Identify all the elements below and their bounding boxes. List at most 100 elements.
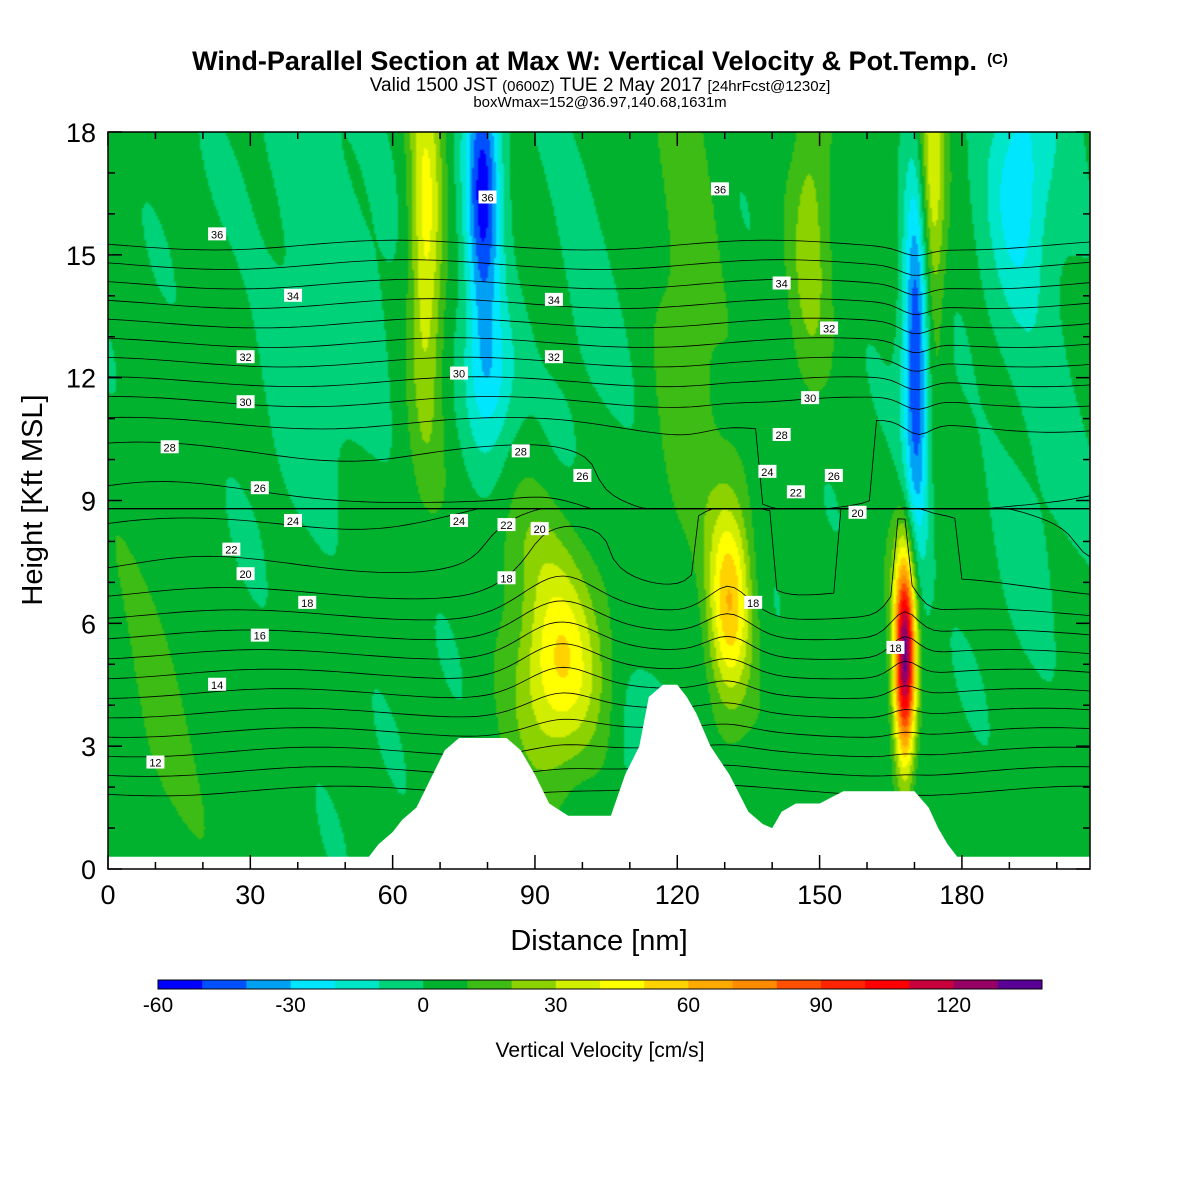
contour-label-bg xyxy=(250,481,269,495)
theta-contour-line xyxy=(108,518,1090,621)
contour-label-bg xyxy=(497,518,516,532)
contour-label-text: 36 xyxy=(211,229,223,241)
theta-contour-line xyxy=(108,643,1090,680)
contour-label: 34 xyxy=(772,276,791,290)
colorbar-swatch xyxy=(865,980,910,989)
contour-label-text: 32 xyxy=(823,324,835,336)
contour-label-bg xyxy=(208,227,227,241)
contour-label-text: 26 xyxy=(576,471,588,483)
colorbar-swatch xyxy=(202,980,247,989)
y-tick-label: 0 xyxy=(81,855,96,885)
x-tick-label: 150 xyxy=(797,880,842,910)
contour-label-text: 18 xyxy=(301,598,313,610)
theta-contour-line xyxy=(108,621,1090,660)
contour-label-text: 26 xyxy=(828,471,840,483)
y-tick-label: 3 xyxy=(81,732,96,762)
theta-contour-line xyxy=(108,692,1090,719)
theta-contour-line xyxy=(108,356,1090,372)
y-tick-label: 15 xyxy=(66,241,96,271)
contour-label-bg xyxy=(758,464,777,478)
x-axis-label: Distance [nm] xyxy=(510,925,687,957)
theta-contour-line xyxy=(108,744,1090,758)
colorbar-swatch xyxy=(334,980,380,989)
contour-label-bg xyxy=(820,321,839,335)
contour-label: 30 xyxy=(450,366,469,381)
contour-label-bg xyxy=(146,755,165,769)
contour-label: 32 xyxy=(544,350,563,364)
contour-label: 26 xyxy=(824,468,843,483)
contour-label-bg xyxy=(160,440,179,454)
contour-label: 20 xyxy=(236,567,255,581)
x-axis: 0 30 60 90 120 150 180 xyxy=(100,132,1058,910)
contour-label: 36 xyxy=(710,182,729,196)
contour-label-text: 24 xyxy=(453,516,465,528)
colorbar: -60 -30 0 30 60 90 120 xyxy=(143,979,1043,1017)
theta-contour-line xyxy=(108,317,1090,335)
contour-label-text: 18 xyxy=(889,643,901,655)
contour-label-text: 28 xyxy=(164,442,176,454)
colorbar-swatch xyxy=(423,980,468,989)
contour-label: 24 xyxy=(450,513,469,528)
x-tick-label: 60 xyxy=(378,880,408,910)
colorbar-swatch xyxy=(732,980,778,989)
contour-label-text: 34 xyxy=(287,291,299,303)
colorbar-swatch xyxy=(776,980,822,989)
contour-label: 30 xyxy=(236,395,255,409)
contour-label-bg xyxy=(298,595,317,609)
contour-label-text: 24 xyxy=(287,516,299,528)
contour-label-bg xyxy=(450,513,469,527)
contour-label: 18 xyxy=(497,571,516,585)
y-tick-label: 6 xyxy=(81,609,96,639)
contour-label-text: 32 xyxy=(548,352,560,364)
contour-label-text: 20 xyxy=(534,524,546,536)
chart-title: Wind-Parallel Section at Max W: Vertical… xyxy=(192,46,1008,76)
colorbar-swatch xyxy=(379,980,424,989)
contour-label-text: 12 xyxy=(149,758,161,770)
colorbar-swatch xyxy=(467,980,513,989)
theta-contour-line xyxy=(108,337,1090,353)
potential-temperature-contours xyxy=(108,239,1090,797)
contour-label-bg xyxy=(511,444,530,458)
contour-label-text: 30 xyxy=(804,393,816,405)
contour-label-text: 22 xyxy=(225,545,237,557)
contour-label: 18 xyxy=(744,595,763,610)
contour-label-text: 28 xyxy=(776,430,788,442)
theta-contour-line xyxy=(108,764,1090,777)
plot-area: 12 14 16 18 20 22 24 26 28 30 32 34 36 30 24 22 20 18 28 26… xyxy=(108,132,1090,869)
colorbar-swatch xyxy=(511,980,557,989)
y-tick-label: 12 xyxy=(66,364,96,394)
contour-label: 28 xyxy=(160,440,179,454)
colorbar-swatch xyxy=(290,980,336,989)
theta-contour-line xyxy=(108,278,1090,296)
contour-label: 14 xyxy=(208,677,227,692)
contour-label: 36 xyxy=(208,227,227,241)
contour-label-text: 20 xyxy=(851,508,863,520)
contour-label: 12 xyxy=(146,755,165,770)
contour-label-text: 30 xyxy=(453,369,465,381)
contour-label-bg xyxy=(772,427,791,441)
theta-contour-line xyxy=(108,298,1090,315)
theta-contour-line xyxy=(108,600,1090,641)
contour-label: 22 xyxy=(222,542,241,557)
contour-label-bg xyxy=(208,677,227,691)
contour-label-text: 18 xyxy=(747,598,759,610)
vertical-velocity-field xyxy=(108,132,1090,869)
contour-labels: 12 14 16 18 20 22 24 26 28 30 32 34 36 30 24 22 20 18 28 26… xyxy=(146,182,905,770)
contour-label: 34 xyxy=(544,292,563,307)
colorbar-tick-label: 90 xyxy=(809,994,832,1017)
contour-label-bg xyxy=(801,391,820,405)
x-tick-label: 180 xyxy=(939,880,984,910)
contour-label-bg xyxy=(786,485,805,499)
contour-label-text: 14 xyxy=(211,680,223,692)
colorbar-swatch xyxy=(555,980,601,989)
contour-label-bg xyxy=(236,395,255,409)
contour-label: 34 xyxy=(284,288,303,303)
colorbar-label: Vertical Velocity [cm/s] xyxy=(496,1039,705,1062)
contour-label: 22 xyxy=(497,518,516,532)
contour-label-bg xyxy=(250,628,269,642)
contour-label: 16 xyxy=(250,628,269,643)
contour-label-bg xyxy=(450,366,469,380)
theta-contour-line xyxy=(108,259,1090,276)
contour-label-text: 22 xyxy=(790,487,802,499)
